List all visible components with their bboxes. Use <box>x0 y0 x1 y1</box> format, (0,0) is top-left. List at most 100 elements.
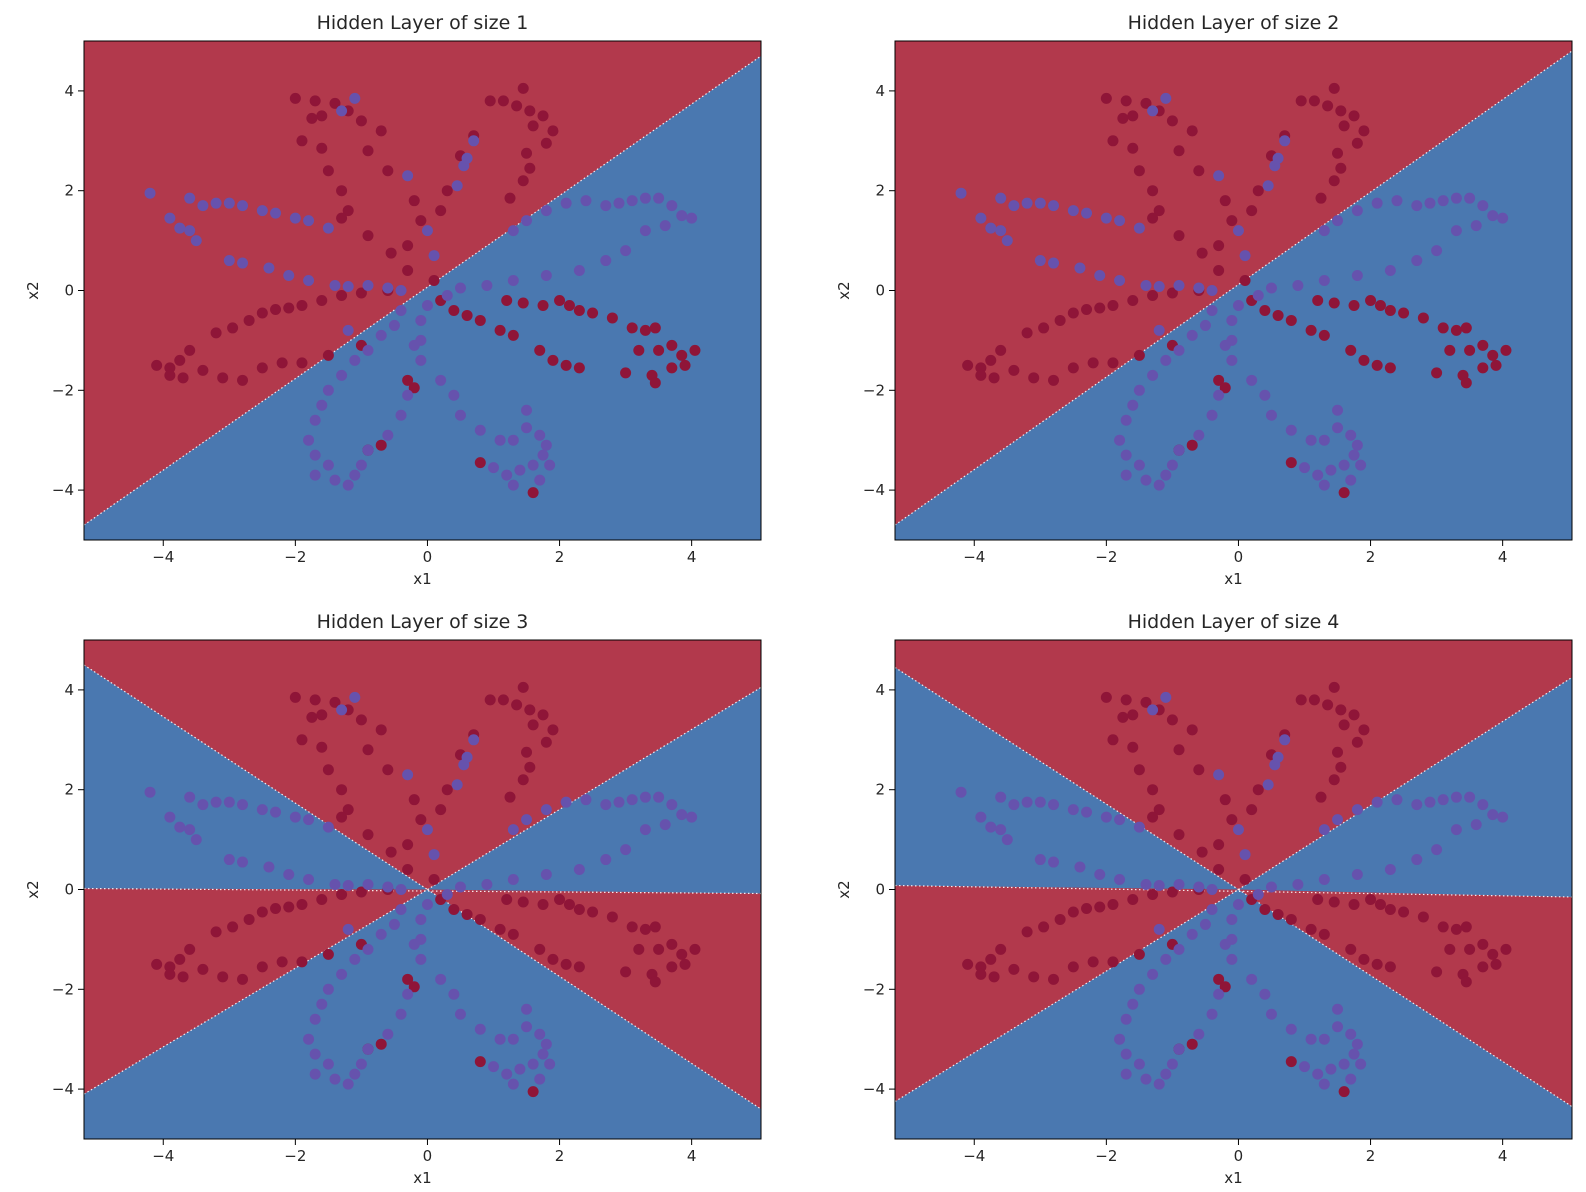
data-point-red <box>1500 943 1512 955</box>
data-point-blue <box>1318 874 1330 886</box>
data-point-red <box>1100 92 1112 104</box>
data-point-red <box>1500 344 1512 356</box>
data-point-blue <box>1186 329 1198 341</box>
data-point-red <box>1127 142 1139 154</box>
y-tick-label: 4 <box>64 82 74 100</box>
data-point-red <box>1067 906 1079 918</box>
data-point-red <box>1147 888 1159 900</box>
data-point-red <box>1173 829 1185 841</box>
data-point-blue <box>1147 369 1159 381</box>
data-point-red <box>653 943 665 955</box>
data-point-red <box>995 943 1007 955</box>
data-point-blue <box>1173 280 1185 292</box>
data-point-red <box>322 165 334 177</box>
data-point-red <box>217 372 229 384</box>
data-point-blue <box>362 1043 374 1055</box>
data-point-blue <box>1206 1008 1218 1020</box>
data-point-red <box>441 784 453 796</box>
data-point-red <box>402 973 414 985</box>
data-point-blue <box>1114 874 1126 886</box>
data-point-red <box>296 956 308 968</box>
data-point-red <box>408 981 420 993</box>
data-point-blue <box>639 225 651 237</box>
data-point-red <box>1315 192 1327 204</box>
data-point-red <box>1107 299 1119 311</box>
data-point-blue <box>507 874 519 886</box>
data-point-red <box>1252 185 1264 197</box>
data-point-red <box>1186 439 1198 451</box>
red-region <box>84 640 761 890</box>
data-point-red <box>1351 736 1363 748</box>
data-point-red <box>517 896 529 908</box>
data-point-blue <box>1147 105 1159 117</box>
data-point-red <box>540 736 552 748</box>
data-point-blue <box>336 369 348 381</box>
data-point-blue <box>1487 210 1499 222</box>
data-point-red <box>517 681 529 693</box>
data-point-red <box>1358 724 1370 736</box>
data-point-red <box>504 791 516 803</box>
data-point-red <box>1295 95 1307 107</box>
data-point-red <box>1374 299 1386 311</box>
data-point-red <box>309 694 321 706</box>
data-point-red <box>283 302 295 314</box>
data-point-red <box>217 971 229 983</box>
data-point-red <box>256 307 268 319</box>
data-point-blue <box>461 152 473 164</box>
data-point-red <box>537 898 549 910</box>
data-point-blue <box>613 796 625 808</box>
data-point-blue <box>1318 824 1330 836</box>
data-point-red <box>494 324 506 336</box>
data-point-blue <box>537 1048 549 1060</box>
data-point-blue <box>451 779 463 791</box>
data-point-red <box>227 322 239 334</box>
data-point-red <box>1028 971 1040 983</box>
data-point-blue <box>481 280 493 292</box>
data-point-blue <box>494 434 506 446</box>
data-point-red <box>474 1056 486 1068</box>
data-point-red <box>415 215 427 227</box>
data-point-blue <box>468 135 480 147</box>
data-point-red <box>474 314 486 326</box>
data-point-blue <box>1325 1063 1337 1075</box>
data-point-red <box>316 294 328 306</box>
data-point-blue <box>521 215 533 227</box>
data-point-red <box>1213 864 1225 876</box>
data-point-red <box>428 275 440 287</box>
data-point-red <box>1315 791 1327 803</box>
data-point-blue <box>1193 1028 1205 1040</box>
data-point-red <box>524 162 536 174</box>
data-point-blue <box>1351 270 1363 282</box>
data-point-blue <box>1193 881 1205 893</box>
data-point-red <box>1285 457 1297 469</box>
data-point-red <box>1028 372 1040 384</box>
data-point-red <box>679 359 691 371</box>
data-point-blue <box>1081 806 1093 818</box>
data-point-red <box>385 247 397 259</box>
data-point-blue <box>402 170 414 182</box>
data-point-blue <box>686 212 698 224</box>
data-point-red <box>649 322 661 334</box>
data-point-red <box>547 953 559 965</box>
data-point-blue <box>1226 314 1238 326</box>
data-point-red <box>1087 956 1099 968</box>
data-point-blue <box>1450 225 1462 237</box>
data-point-red <box>1087 357 1099 369</box>
data-point-blue <box>1497 212 1509 224</box>
data-point-blue <box>1160 953 1172 965</box>
subplot-2: −4 −2 0 2 4 −4 −2 0 2 4 Hidden Layer of size 2 x1 x2 <box>835 12 1573 588</box>
data-point-blue <box>1262 180 1274 192</box>
data-point-red <box>1008 364 1020 376</box>
data-point-red <box>1351 137 1363 149</box>
data-point-blue <box>144 187 156 199</box>
y-tick-label: 0 <box>64 881 74 899</box>
data-point-blue <box>507 1033 519 1045</box>
data-point-blue <box>1048 799 1060 811</box>
data-point-red <box>355 287 367 299</box>
data-point-red <box>1067 362 1079 374</box>
data-point-blue <box>1345 429 1357 441</box>
data-point-red <box>174 953 186 965</box>
data-point-blue <box>613 197 625 209</box>
data-point-blue <box>1332 814 1344 826</box>
data-point-blue <box>1160 469 1172 481</box>
